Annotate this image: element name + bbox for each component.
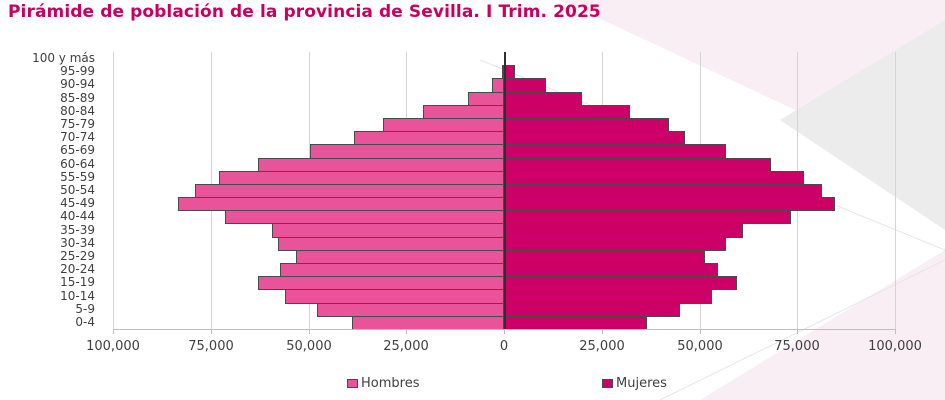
legend-label-hombres: Hombres (361, 376, 420, 391)
x-tick-label: 75,000 (188, 339, 234, 354)
bar-mujeres (504, 131, 685, 146)
y-axis-label: 100 y más (32, 51, 95, 66)
x-tick-label: 75,000 (774, 339, 820, 354)
x-tick-mark (309, 329, 310, 334)
legend-item-mujeres: Mujeres (602, 376, 667, 391)
y-axis-label: 25-29 (60, 248, 95, 263)
bar-hombres (271, 223, 504, 238)
legend-swatch-hombres (347, 379, 358, 388)
bar-hombres (502, 65, 505, 80)
bar-hombres (491, 78, 504, 93)
bar-mujeres (504, 223, 744, 238)
bar-mujeres (504, 210, 792, 225)
y-axis-label: 15-19 (60, 275, 95, 290)
bar-mujeres (504, 104, 630, 119)
x-tick-mark (602, 329, 603, 334)
bar-hombres (257, 276, 504, 291)
y-axis-label: 65-69 (60, 143, 95, 158)
bar-mujeres (504, 170, 805, 185)
bar-hombres (317, 302, 504, 317)
y-axis-label: 50-54 (60, 183, 95, 197)
x-tick-mark (700, 329, 701, 334)
bar-mujeres (504, 236, 727, 251)
bar-hombres (177, 197, 504, 212)
x-tick-label: 50,000 (677, 339, 723, 354)
x-tick-mark (406, 329, 407, 334)
bar-hombres (279, 263, 504, 278)
y-axis-label: 35-39 (60, 222, 95, 237)
bar-mujeres (504, 144, 727, 159)
x-tick-label: 0 (499, 339, 509, 354)
legend-item-hombres: Hombres (347, 376, 419, 391)
bar-mujeres (504, 302, 680, 317)
y-axis-label: 60-64 (60, 156, 95, 171)
center-axis (504, 52, 506, 329)
y-axis-label: 45-49 (60, 196, 95, 211)
y-axis-label: 80-84 (60, 103, 95, 118)
bar-hombres (423, 104, 504, 119)
gridline (895, 52, 896, 329)
bar-mujeres (504, 91, 582, 106)
x-tick-mark (895, 329, 896, 334)
bar-mujeres (504, 197, 836, 212)
y-axis-label: 70-74 (60, 130, 95, 145)
y-axis-label: 75-79 (60, 117, 95, 132)
x-tick-label: 100,000 (868, 339, 922, 354)
x-tick-label: 25,000 (579, 339, 625, 354)
chart-title: Pirámide de población de la provincia de… (8, 2, 601, 22)
x-tick-label: 25,000 (383, 339, 429, 354)
bar-hombres (468, 91, 504, 106)
bar-mujeres (504, 183, 823, 199)
bar-hombres (278, 236, 504, 251)
x-tick-mark (113, 329, 114, 334)
bar-hombres (296, 249, 504, 265)
y-axis-label: 85-89 (60, 90, 95, 105)
y-axis-label: 55-59 (60, 169, 95, 184)
y-axis-label: 95-99 (60, 64, 95, 79)
bar-hombres (194, 183, 504, 199)
legend-swatch-mujeres (602, 379, 613, 388)
bar-mujeres (504, 289, 713, 304)
bar-mujeres (504, 263, 719, 278)
bar-hombres (354, 131, 504, 146)
y-axis-label: 20-24 (60, 262, 95, 277)
x-tick-mark (504, 329, 505, 334)
legend-label-mujeres: Mujeres (616, 376, 667, 391)
bar-hombres (352, 315, 504, 330)
y-axis-label: 90-94 (60, 77, 95, 92)
bar-mujeres (504, 117, 669, 133)
bar-hombres (285, 289, 504, 304)
bar-hombres (218, 170, 504, 185)
y-axis-labels: 0-4 5-9 10-14 15-19 20-24 25-29 30-34 35-39 40-4… (0, 52, 95, 329)
x-tick-label: 50,000 (286, 339, 332, 354)
x-tick-label: 100,000 (86, 339, 140, 354)
bar-hombres (383, 117, 504, 133)
y-axis-label: 0-4 (75, 314, 95, 329)
y-axis-label: 40-44 (60, 209, 95, 224)
bar-mujeres (504, 249, 706, 265)
y-axis-label: 5-9 (75, 301, 95, 316)
gridline (113, 52, 114, 329)
bar-mujeres (504, 315, 648, 330)
x-tick-mark (797, 329, 798, 334)
y-axis-label: 30-34 (60, 235, 95, 250)
bar-hombres (258, 157, 504, 172)
bar-mujeres (504, 276, 738, 291)
bar-mujeres (504, 78, 546, 93)
y-axis-label: 10-14 (60, 288, 95, 303)
bar-hombres (310, 144, 504, 159)
x-tick-mark (211, 329, 212, 334)
bar-hombres (224, 210, 504, 225)
bar-mujeres (504, 157, 772, 172)
